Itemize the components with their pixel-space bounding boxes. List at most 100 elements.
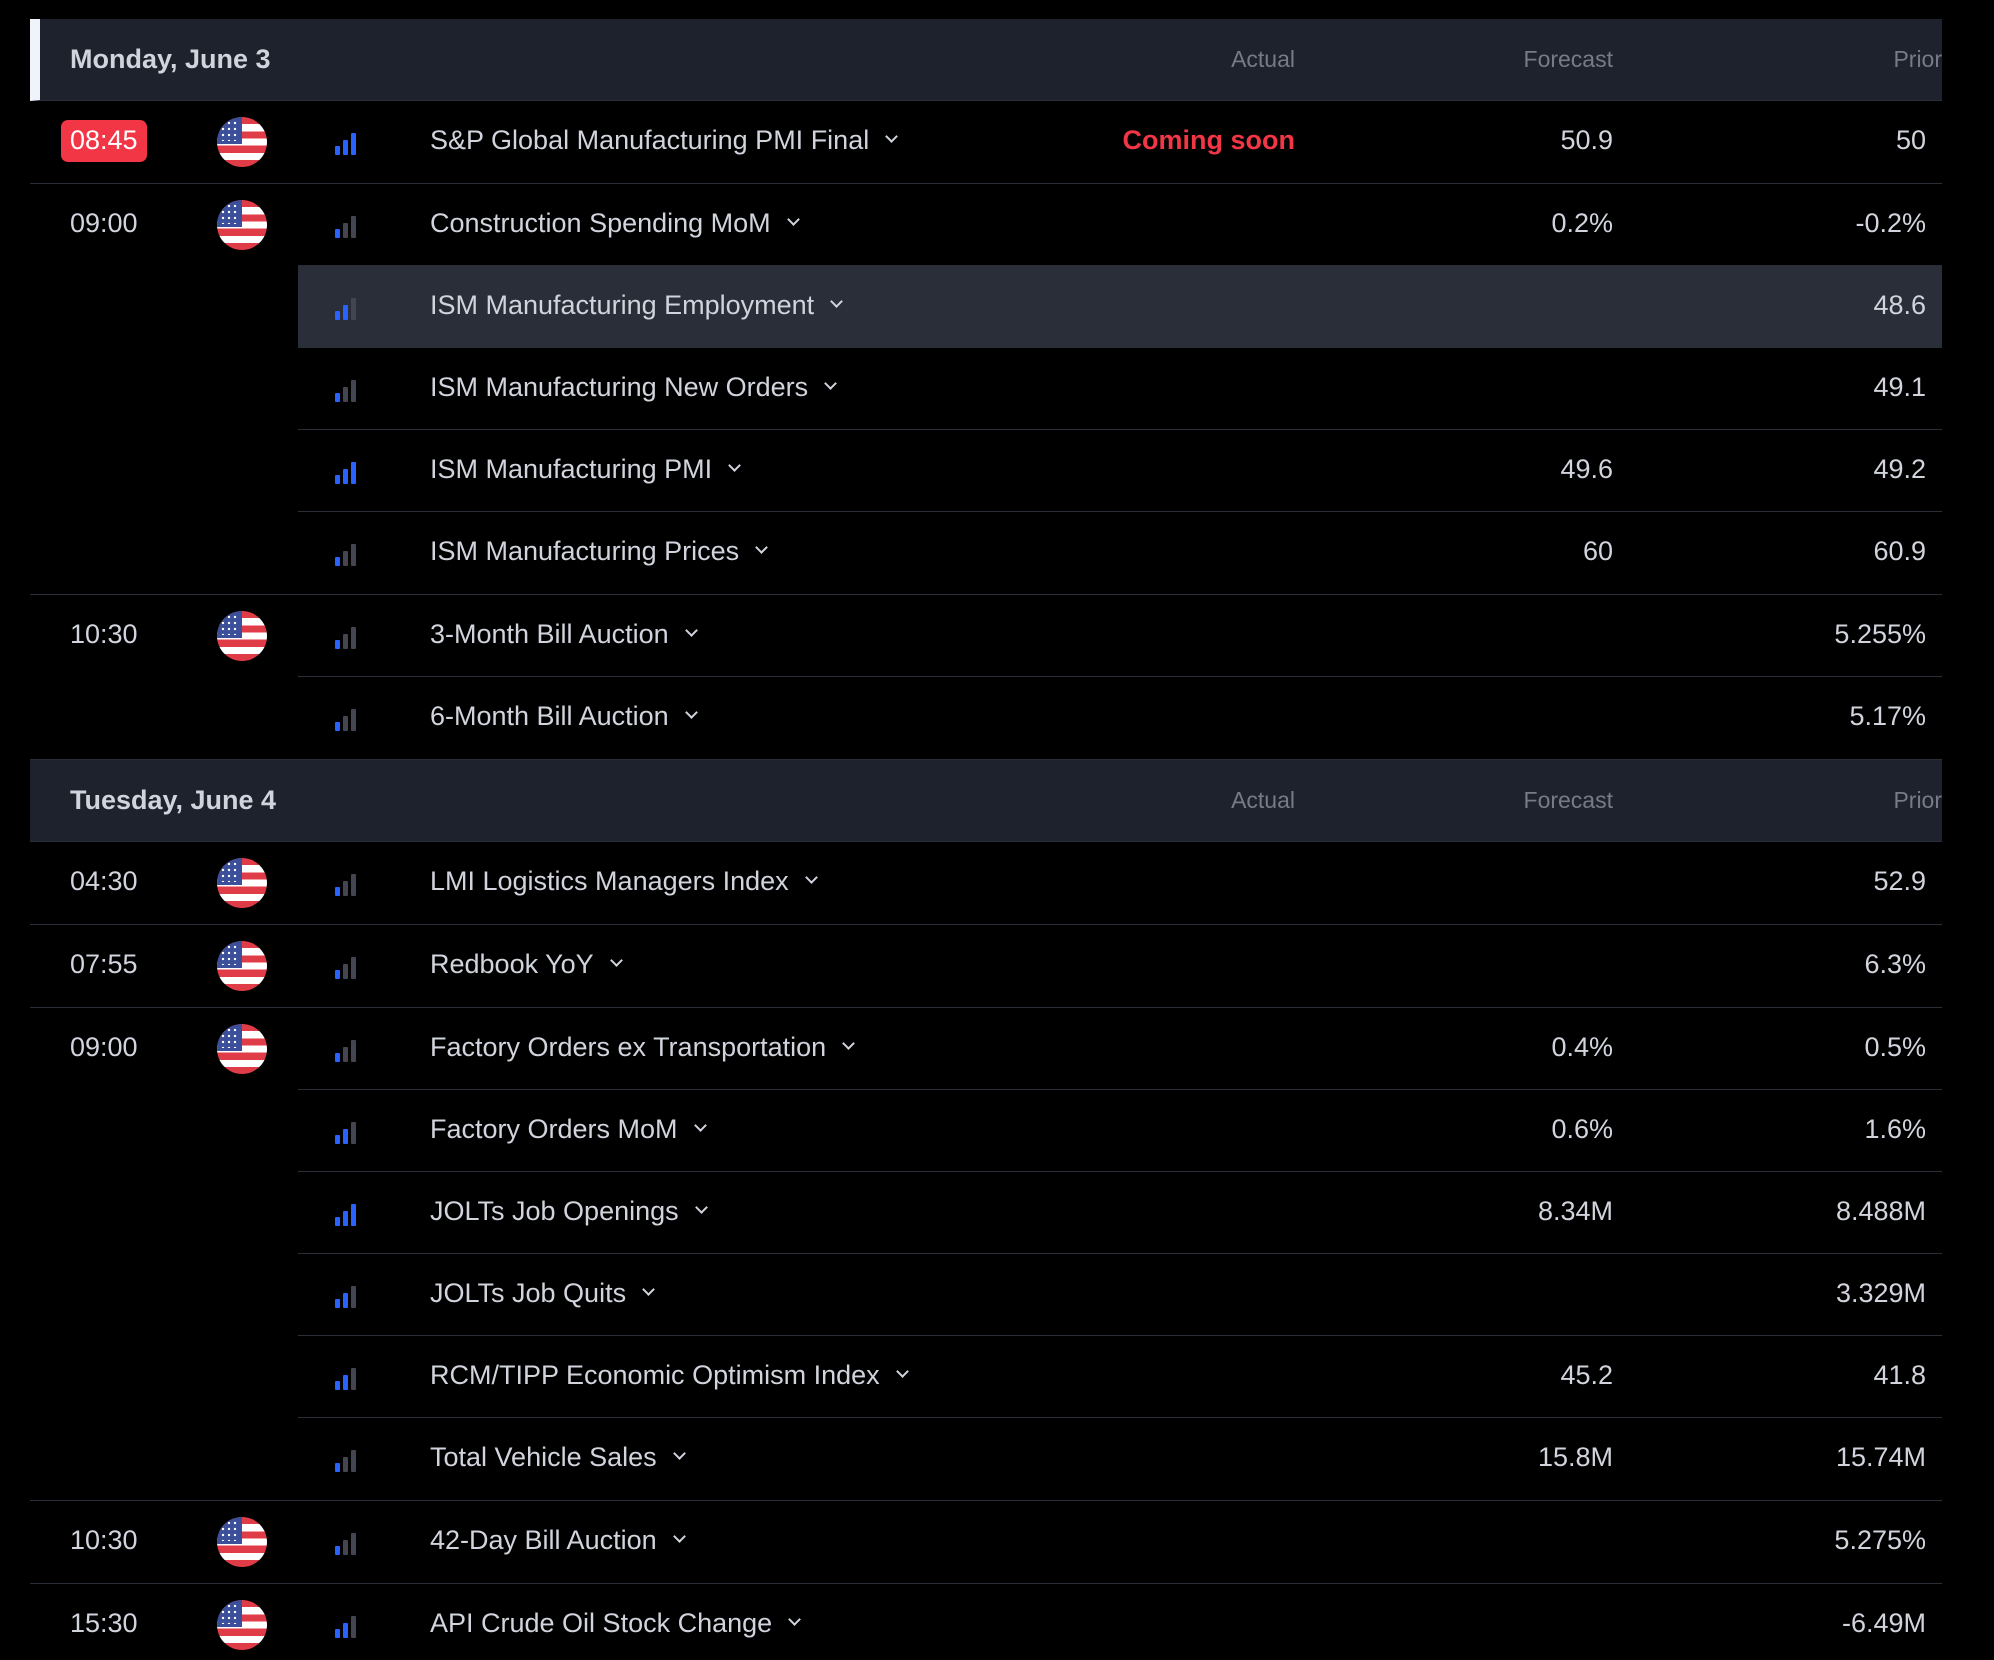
event-time: 08:45 xyxy=(61,120,147,162)
prior-value: 1.6% xyxy=(1864,1114,1926,1144)
event-name[interactable]: Factory Orders ex Transportation xyxy=(430,1032,856,1063)
event-name[interactable]: 42-Day Bill Auction xyxy=(430,1525,686,1556)
importance-bars-icon xyxy=(335,627,359,649)
time-group: 07:55 Redbook YoY 6.3% xyxy=(30,925,1942,1008)
chevron-down-icon[interactable] xyxy=(672,1447,686,1460)
event-name-label: API Crude Oil Stock Change xyxy=(430,1608,773,1638)
importance-bars-icon xyxy=(335,1040,359,1062)
event-name[interactable]: Construction Spending MoM xyxy=(430,208,800,239)
event-name[interactable]: ISM Manufacturing New Orders xyxy=(430,372,838,403)
importance-bar xyxy=(343,223,348,238)
event-row[interactable]: 3-Month Bill Auction 5.255% xyxy=(298,595,1942,677)
event-row[interactable]: ISM Manufacturing Employment 48.6 xyxy=(298,266,1942,348)
event-time: 07:55 xyxy=(70,949,138,979)
chevron-down-icon[interactable] xyxy=(694,1201,708,1214)
event-row[interactable]: Redbook YoY 6.3% xyxy=(298,925,1942,1007)
event-name[interactable]: JOLTs Job Quits xyxy=(430,1278,655,1309)
chevron-down-icon[interactable] xyxy=(788,1613,802,1626)
event-name[interactable]: Total Vehicle Sales xyxy=(430,1442,686,1473)
event-name[interactable]: LMI Logistics Managers Index xyxy=(430,866,818,897)
flag-canton xyxy=(217,117,242,144)
us-flag-icon xyxy=(217,1517,267,1567)
event-row[interactable]: RCM/TIPP Economic Optimism Index 45.2 41.8 xyxy=(298,1336,1942,1418)
event-row[interactable]: 42-Day Bill Auction 5.275% xyxy=(298,1501,1942,1583)
time-group-meta: 09:00 xyxy=(30,184,298,266)
column-header-actual: Actual xyxy=(1231,787,1295,813)
event-row[interactable]: Total Vehicle Sales 15.8M 15.74M xyxy=(298,1418,1942,1500)
prior-value: 48.6 xyxy=(1873,290,1926,320)
event-name[interactable]: 6-Month Bill Auction xyxy=(430,701,698,732)
importance-bar xyxy=(335,229,340,238)
column-header-forecast: Forecast xyxy=(1523,46,1613,72)
column-header-prior: Prior xyxy=(1893,787,1942,813)
importance-bar xyxy=(343,716,348,731)
event-name[interactable]: S&P Global Manufacturing PMI Final xyxy=(430,125,899,156)
importance-bar xyxy=(343,469,348,484)
chevron-down-icon[interactable] xyxy=(830,295,844,308)
chevron-down-icon[interactable] xyxy=(693,1119,707,1132)
event-name[interactable]: API Crude Oil Stock Change xyxy=(430,1608,802,1639)
event-row[interactable]: S&P Global Manufacturing PMI Final Coming… xyxy=(298,101,1942,183)
chevron-down-icon[interactable] xyxy=(728,459,741,472)
event-row[interactable]: ISM Manufacturing New Orders 49.1 xyxy=(298,348,1942,430)
event-name[interactable]: 3-Month Bill Auction xyxy=(430,619,698,650)
event-row[interactable]: JOLTs Job Quits 3.329M xyxy=(298,1254,1942,1336)
prior-value: 50 xyxy=(1895,125,1926,155)
event-name[interactable]: ISM Manufacturing Prices xyxy=(430,536,768,567)
importance-bars-icon xyxy=(335,216,359,238)
event-name[interactable]: RCM/TIPP Economic Optimism Index xyxy=(430,1360,909,1391)
importance-bar xyxy=(351,380,356,402)
importance-bar xyxy=(351,1122,356,1144)
chevron-down-icon[interactable] xyxy=(642,1283,655,1296)
event-name-label: 42-Day Bill Auction xyxy=(430,1525,657,1555)
event-time: 10:30 xyxy=(70,619,138,649)
flag-canton xyxy=(217,858,242,885)
importance-bar xyxy=(335,475,340,484)
event-name[interactable]: ISM Manufacturing Employment xyxy=(430,290,844,321)
importance-bar xyxy=(343,387,348,402)
event-row[interactable]: JOLTs Job Openings 8.34M 8.488M xyxy=(298,1172,1942,1254)
chevron-down-icon[interactable] xyxy=(684,624,698,637)
chevron-down-icon[interactable] xyxy=(885,130,899,143)
event-row[interactable]: 6-Month Bill Auction 5.17% xyxy=(298,677,1942,759)
us-flag-icon xyxy=(217,200,267,250)
importance-bar xyxy=(343,551,348,566)
event-row[interactable]: LMI Logistics Managers Index 52.9 xyxy=(298,842,1942,924)
chevron-down-icon[interactable] xyxy=(672,1530,686,1543)
event-name[interactable]: Factory Orders MoM xyxy=(430,1114,707,1145)
event-name-label: Factory Orders ex Transportation xyxy=(430,1032,827,1062)
column-header-actual: Actual xyxy=(1231,46,1295,72)
chevron-down-icon[interactable] xyxy=(755,541,768,554)
chevron-down-icon[interactable] xyxy=(895,1365,909,1378)
importance-bar xyxy=(343,881,348,896)
importance-bar xyxy=(335,887,340,896)
time-group-meta: 15:30 xyxy=(30,1584,298,1660)
chevron-down-icon[interactable] xyxy=(824,377,838,390)
importance-bar xyxy=(335,1135,340,1144)
chevron-down-icon[interactable] xyxy=(684,706,698,719)
flag-canton xyxy=(217,1517,242,1544)
event-name[interactable]: Redbook YoY xyxy=(430,949,623,980)
chevron-down-icon[interactable] xyxy=(804,871,818,884)
importance-bar xyxy=(343,1540,348,1555)
event-row[interactable]: ISM Manufacturing Prices 60 60.9 xyxy=(298,512,1942,594)
prior-value: 52.9 xyxy=(1873,866,1926,896)
event-name[interactable]: ISM Manufacturing PMI xyxy=(430,454,741,485)
time-group-meta: 08:45 xyxy=(30,101,298,183)
event-row[interactable]: API Crude Oil Stock Change -6.49M xyxy=(298,1584,1942,1660)
importance-bar xyxy=(343,1211,348,1226)
event-row[interactable]: Construction Spending MoM 0.2% -0.2% xyxy=(298,184,1942,266)
chevron-down-icon[interactable] xyxy=(842,1037,856,1050)
event-name[interactable]: JOLTs Job Openings xyxy=(430,1196,708,1227)
event-row[interactable]: Factory Orders MoM 0.6% 1.6% xyxy=(298,1090,1942,1172)
day-header: Tuesday, June 4 Actual Forecast Prior xyxy=(30,760,1942,842)
time-group: 15:30 API Crude Oil Stock Change -6.49M xyxy=(30,1584,1942,1660)
chevron-down-icon[interactable] xyxy=(786,213,800,226)
importance-bar xyxy=(335,146,340,155)
event-row[interactable]: ISM Manufacturing PMI 49.6 49.2 xyxy=(298,430,1942,512)
event-row[interactable]: Factory Orders ex Transportation 0.4% 0.5% xyxy=(298,1008,1942,1090)
importance-bar xyxy=(335,1546,340,1555)
chevron-down-icon[interactable] xyxy=(609,954,623,967)
importance-bar xyxy=(335,393,340,402)
importance-bars-icon xyxy=(335,709,359,731)
